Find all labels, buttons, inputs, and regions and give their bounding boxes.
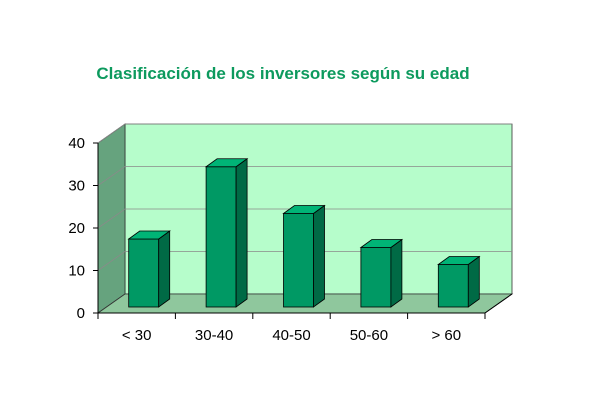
bar-top-4: [437, 256, 481, 265]
bar-side-4: [467, 255, 480, 308]
bar-2: [283, 213, 314, 308]
x-tick-label: 30-40: [195, 327, 233, 344]
gridline: [97, 123, 512, 144]
y-tick-label: 20: [68, 220, 85, 237]
bar-top-3: [359, 239, 404, 248]
bar-0: [128, 238, 160, 308]
bar-1: [205, 166, 237, 308]
floor-edge: [484, 293, 513, 314]
bar-side-1: [235, 157, 248, 308]
chart-title: Clasificación de los inversores según su…: [96, 64, 470, 83]
y-tick-label: 30: [68, 178, 85, 195]
bar-4: [437, 264, 469, 308]
x-tick-label: 40-50: [272, 327, 310, 344]
y-tick-label: 40: [68, 135, 85, 152]
x-tick-label: > 60: [431, 327, 461, 344]
y-tick-label: 10: [68, 263, 85, 280]
x-tick-label: 50-60: [350, 327, 388, 344]
y-tick-label: 0: [77, 305, 85, 322]
bar-side-2: [313, 204, 325, 308]
x-tick-label: < 30: [122, 327, 152, 344]
gridline: [97, 208, 512, 229]
bar-top-1: [204, 158, 249, 168]
bar-top-2: [282, 205, 326, 214]
bar-3: [360, 247, 392, 308]
gridline: [97, 166, 512, 186]
bar-side-0: [158, 230, 171, 308]
bar-side-3: [390, 238, 403, 308]
bar-top-0: [127, 230, 171, 240]
